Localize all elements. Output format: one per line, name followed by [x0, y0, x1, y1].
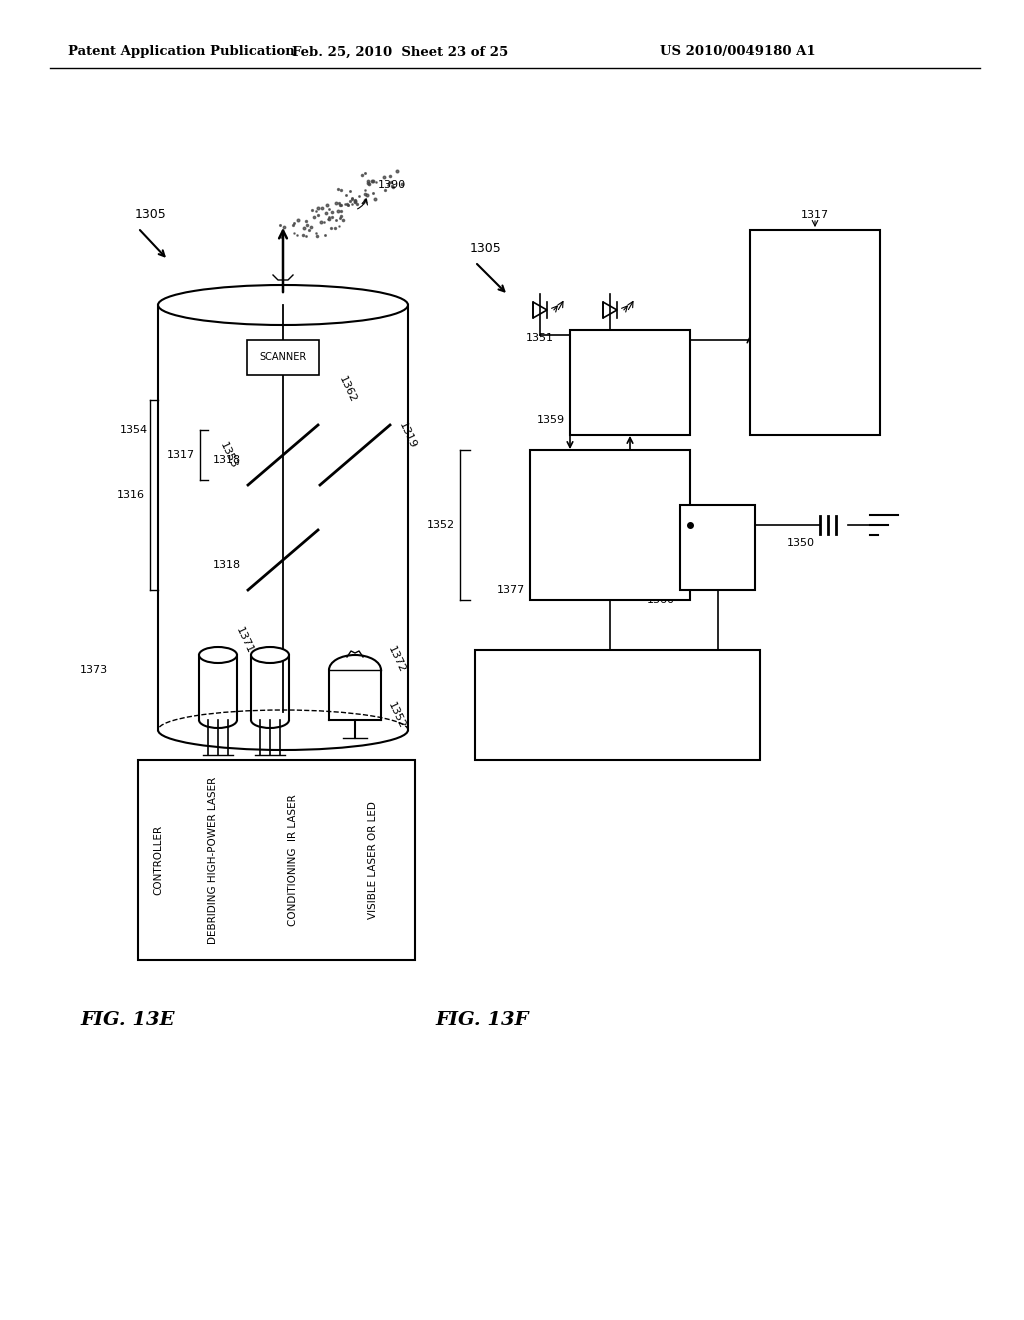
- Text: 1317: 1317: [167, 450, 195, 459]
- Text: 1350: 1350: [787, 539, 815, 548]
- Text: FUNCTION INDICATOR: FUNCTION INDICATOR: [810, 276, 820, 389]
- FancyBboxPatch shape: [138, 760, 415, 960]
- Text: FIG. 13F: FIG. 13F: [435, 1011, 528, 1030]
- Text: 1377: 1377: [497, 585, 525, 595]
- Text: FIG. 13E: FIG. 13E: [80, 1011, 174, 1030]
- Text: 1317: 1317: [801, 210, 829, 220]
- Text: POWER
CONTROL: POWER CONTROL: [604, 372, 655, 393]
- Text: 1305: 1305: [135, 209, 167, 222]
- Text: USB: USB: [707, 543, 729, 553]
- Text: 1318: 1318: [213, 560, 241, 570]
- FancyBboxPatch shape: [530, 450, 690, 601]
- FancyBboxPatch shape: [750, 230, 880, 436]
- FancyBboxPatch shape: [680, 506, 755, 590]
- Text: INPUT FROM USER: INPUT FROM USER: [560, 698, 675, 711]
- Text: 1373: 1373: [80, 665, 109, 675]
- Text: 1352: 1352: [596, 333, 624, 343]
- FancyBboxPatch shape: [570, 330, 690, 436]
- Text: 1319: 1319: [397, 420, 418, 450]
- FancyBboxPatch shape: [247, 341, 319, 375]
- Text: 1354: 1354: [120, 425, 148, 436]
- FancyBboxPatch shape: [475, 649, 760, 760]
- Text: 1308F: 1308F: [480, 655, 514, 665]
- Text: CONDITIONING  IR LASER: CONDITIONING IR LASER: [288, 795, 298, 925]
- Text: 1390: 1390: [378, 180, 407, 190]
- Text: 1305: 1305: [470, 242, 502, 255]
- Text: VISIBLE LASER OR LED: VISIBLE LASER OR LED: [368, 801, 378, 919]
- Text: 1359: 1359: [537, 414, 565, 425]
- Text: 1352: 1352: [427, 520, 455, 531]
- Text: 1372: 1372: [386, 645, 407, 675]
- Text: SCANNER: SCANNER: [259, 352, 306, 363]
- Text: 1351: 1351: [526, 333, 554, 343]
- Text: PROGRAMMABLE
CONTROLLER: PROGRAMMABLE CONTROLLER: [566, 515, 654, 536]
- Text: CONTROLLER: CONTROLLER: [153, 825, 163, 895]
- Text: 1318: 1318: [213, 455, 241, 465]
- Text: 1371: 1371: [233, 626, 255, 655]
- Text: DEBRIDING HIGH-POWER LASER: DEBRIDING HIGH-POWER LASER: [208, 776, 218, 944]
- Text: Feb. 25, 2010  Sheet 23 of 25: Feb. 25, 2010 Sheet 23 of 25: [292, 45, 508, 58]
- Text: 1352: 1352: [386, 700, 407, 730]
- Text: 1316: 1316: [117, 490, 145, 500]
- Text: 1360: 1360: [647, 595, 675, 605]
- Text: 1362: 1362: [337, 375, 358, 405]
- Ellipse shape: [251, 647, 289, 663]
- Ellipse shape: [199, 647, 237, 663]
- Text: US 2010/0049180 A1: US 2010/0049180 A1: [660, 45, 816, 58]
- Text: 1353: 1353: [218, 440, 239, 470]
- Text: Patent Application Publication: Patent Application Publication: [68, 45, 295, 58]
